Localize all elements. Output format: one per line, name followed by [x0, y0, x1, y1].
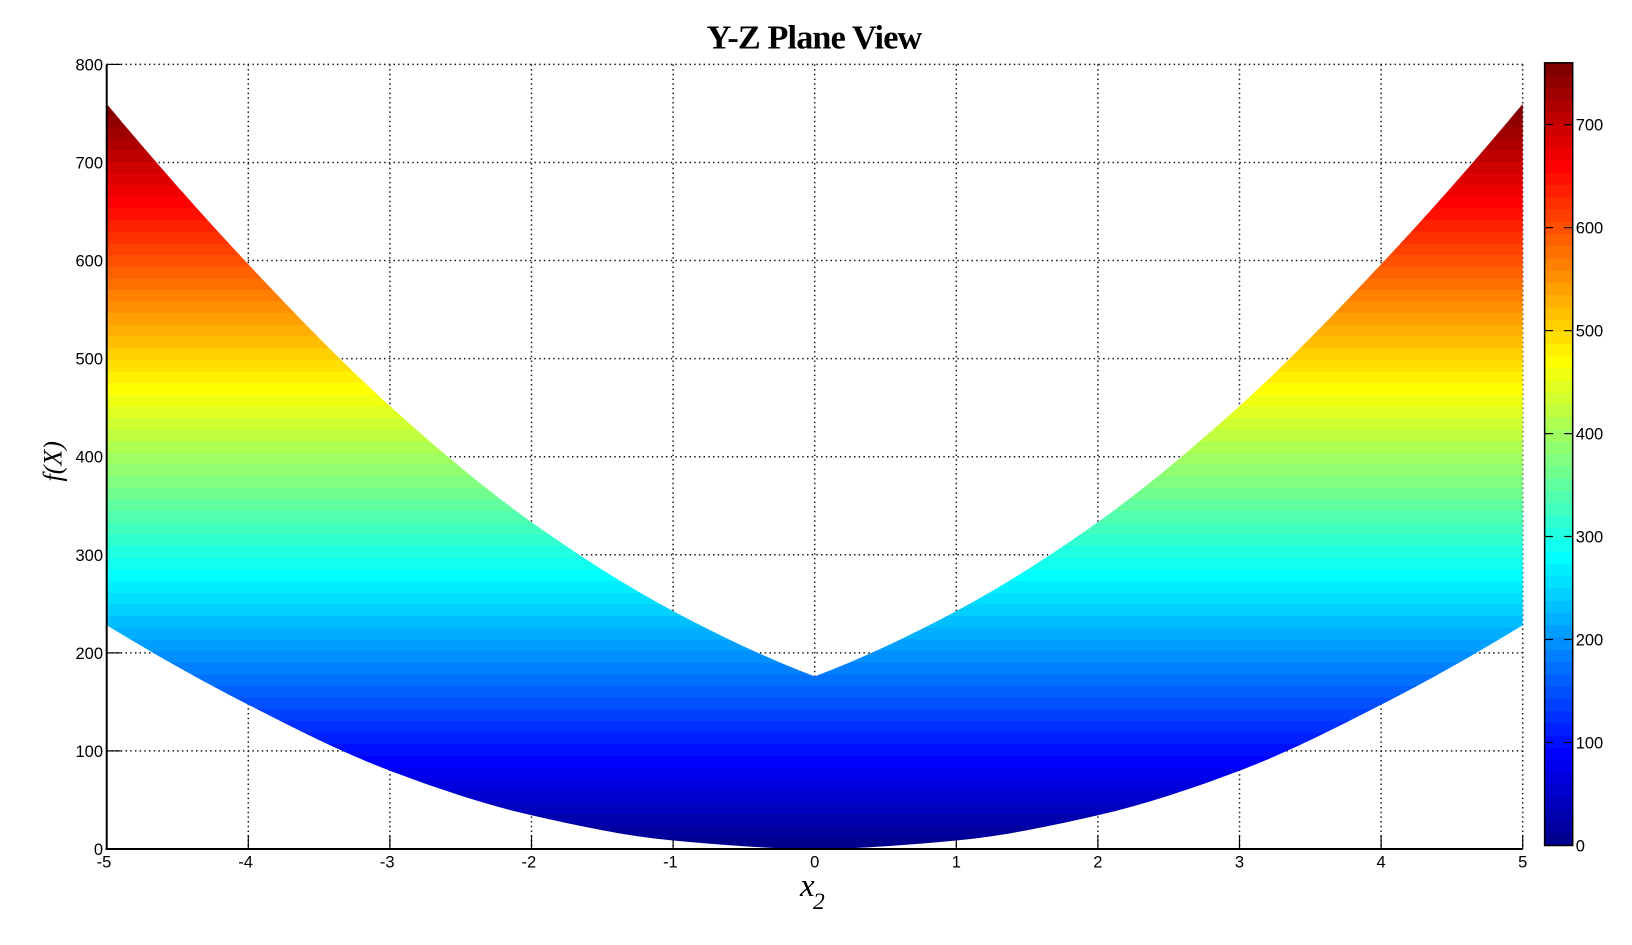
svg-text:-3: -3 [380, 854, 395, 872]
svg-text:600: 600 [1576, 220, 1604, 238]
svg-text:400: 400 [1576, 426, 1604, 444]
svg-text:1: 1 [952, 854, 961, 872]
svg-text:2: 2 [1093, 854, 1102, 872]
svg-text:Y-Z Plane View: Y-Z Plane View [707, 20, 923, 57]
svg-text:700: 700 [1576, 117, 1604, 135]
svg-text:x: x [799, 868, 815, 904]
svg-text:-5: -5 [97, 854, 112, 872]
svg-text:2: 2 [813, 889, 825, 915]
svg-text:0: 0 [810, 854, 819, 872]
svg-text:0: 0 [94, 841, 103, 859]
svg-text:600: 600 [75, 253, 103, 271]
svg-text:0: 0 [1576, 838, 1585, 856]
svg-text:3: 3 [1235, 854, 1244, 872]
svg-text:200: 200 [1576, 632, 1604, 650]
svg-text:500: 500 [1576, 323, 1604, 341]
svg-text:100: 100 [1576, 735, 1604, 753]
svg-text:-4: -4 [238, 854, 253, 872]
svg-text:300: 300 [1576, 529, 1604, 547]
svg-text:700: 700 [75, 155, 103, 173]
svg-text:-2: -2 [521, 854, 536, 872]
svg-text:4: 4 [1377, 854, 1386, 872]
svg-text:-1: -1 [663, 854, 678, 872]
svg-text:300: 300 [75, 547, 103, 565]
svg-text:400: 400 [75, 449, 103, 467]
svg-text:100: 100 [75, 743, 103, 761]
svg-text:800: 800 [75, 56, 103, 74]
svg-text:200: 200 [75, 645, 103, 663]
svg-text:5: 5 [1518, 854, 1527, 872]
svg-text:500: 500 [75, 351, 103, 369]
svg-text:f(X): f(X) [39, 441, 68, 481]
